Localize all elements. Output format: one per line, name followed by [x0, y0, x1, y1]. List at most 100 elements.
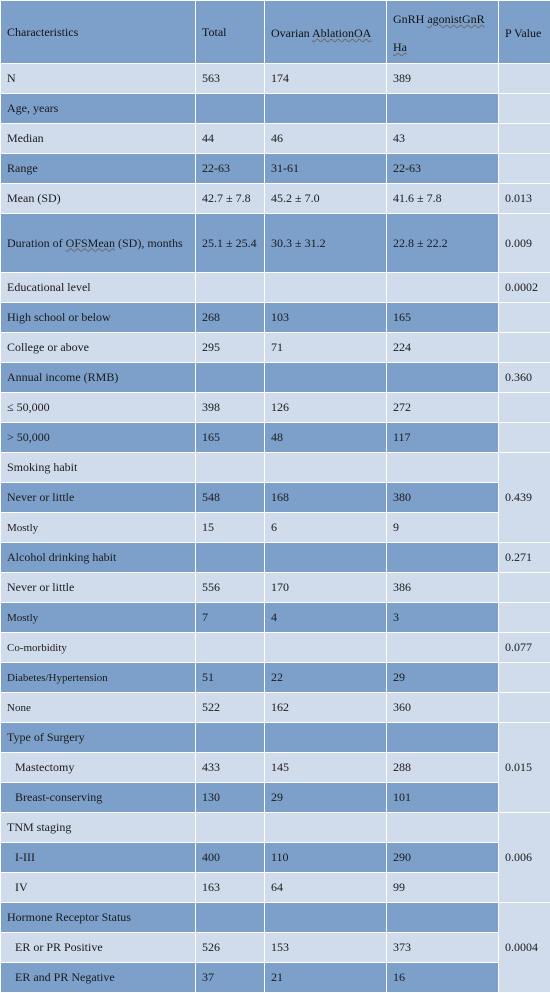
cell-gnrh: 101: [387, 783, 499, 813]
cell-p: [499, 94, 550, 124]
header-gnrh-agonist: GnRH agonistGnRHa: [387, 1, 499, 64]
cell-total: [196, 813, 265, 843]
cell-gnrh: 41.6 ± 7.8: [387, 184, 499, 214]
cell-gnrh: [387, 94, 499, 124]
cell-oa: 21: [265, 963, 387, 993]
cell-total: 398: [196, 393, 265, 423]
cell-p: 0.0002: [499, 273, 550, 303]
table-row: ER or PR Positive 526 153 373: [1, 933, 550, 963]
table-header-row: Characteristics Total Ovarian AblationOA…: [1, 1, 550, 64]
table-row: Annual income (RMB) 0.360: [1, 363, 550, 393]
table-row: TNM staging 0.006: [1, 813, 550, 843]
cell-p: [499, 423, 550, 453]
table-row: Never or little 556 170 386: [1, 573, 550, 603]
row-label: Range: [1, 154, 196, 184]
cell-total: [196, 543, 265, 573]
cell-total: 130: [196, 783, 265, 813]
table-row: ≤ 50,000 398 126 272: [1, 393, 550, 423]
cell-gnrh: 380: [387, 483, 499, 513]
cell-oa: 126: [265, 393, 387, 423]
cell-oa: 103: [265, 303, 387, 333]
header-total: Total: [196, 1, 265, 64]
table-row: None 522 162 360: [1, 693, 550, 723]
table-row: Range 22-63 31-61 22-63: [1, 154, 550, 184]
row-label: N: [1, 64, 196, 94]
cell-total: [196, 633, 265, 663]
table-row: Educational level 0.0002: [1, 273, 550, 303]
row-label: Type of Surgery: [1, 723, 196, 753]
cell-total: 37: [196, 963, 265, 993]
table-row: I-III 400 110 290: [1, 843, 550, 873]
duration-label-b: OFSMean: [66, 236, 115, 250]
cell-oa: 4: [265, 603, 387, 633]
cell-gnrh: 272: [387, 393, 499, 423]
cell-oa: 46: [265, 124, 387, 154]
table-row: Alcohol drinking habit 0.271: [1, 543, 550, 573]
cell-gnrh: 43: [387, 124, 499, 154]
cell-p: [499, 64, 550, 94]
cell-p: 0.0004: [499, 903, 550, 993]
cell-total: 42.7 ± 7.8: [196, 184, 265, 214]
row-label: Mean (SD): [1, 184, 196, 214]
cell-p: 0.013: [499, 184, 550, 214]
cell-oa: 30.3 ± 31.2: [265, 214, 387, 273]
cell-gnrh: 224: [387, 333, 499, 363]
cell-total: 163: [196, 873, 265, 903]
row-label: Annual income (RMB): [1, 363, 196, 393]
cell-gnrh: 373: [387, 933, 499, 963]
cell-oa: [265, 543, 387, 573]
table-row: > 50,000 165 48 117: [1, 423, 550, 453]
row-label: Mostly: [1, 513, 196, 543]
table-row: N 563 174 389: [1, 64, 550, 94]
row-label: TNM staging: [1, 813, 196, 843]
table-row: Mostly 7 4 3: [1, 603, 550, 633]
cell-p: 0.360: [499, 363, 550, 393]
cell-p: 0.077: [499, 633, 550, 663]
cell-p: 0.271: [499, 543, 550, 573]
cell-oa: 145: [265, 753, 387, 783]
cell-oa: 168: [265, 483, 387, 513]
cell-total: [196, 453, 265, 483]
table-row: Duration of OFSMean (SD), months 25.1 ± …: [1, 214, 550, 273]
row-label: Smoking habit: [1, 453, 196, 483]
header-ovarian-ablation: Ovarian AblationOA: [265, 1, 387, 64]
table-row: Mastectomy 433 145 288: [1, 753, 550, 783]
header-gnrh-text: GnRH: [393, 12, 427, 26]
cell-oa: 6: [265, 513, 387, 543]
header-characteristics: Characteristics: [1, 1, 196, 64]
row-label: None: [1, 693, 196, 723]
cell-total: [196, 903, 265, 933]
row-label: > 50,000: [1, 423, 196, 453]
header-ovarian-text: Ovarian: [271, 26, 312, 40]
cell-total: 433: [196, 753, 265, 783]
cell-gnrh: 16: [387, 963, 499, 993]
row-label: ER and PR Negative: [1, 963, 196, 993]
row-label: College or above: [1, 333, 196, 363]
cell-p: [499, 573, 550, 603]
table-row: Diabetes/Hypertension 51 22 29: [1, 663, 550, 693]
cell-gnrh: 22.8 ± 22.2: [387, 214, 499, 273]
cell-oa: 48: [265, 423, 387, 453]
cell-total: [196, 273, 265, 303]
table-row: College or above 295 71 224: [1, 333, 550, 363]
cell-gnrh: 386: [387, 573, 499, 603]
cell-p: [499, 303, 550, 333]
row-label: Mastectomy: [1, 753, 196, 783]
row-label: Diabetes/Hypertension: [1, 663, 196, 693]
cell-gnrh: 99: [387, 873, 499, 903]
row-label: Co-morbidity: [1, 633, 196, 663]
duration-label-c: (SD), months: [115, 236, 183, 250]
table-row: Mostly 15 6 9: [1, 513, 550, 543]
table-row: ER and PR Negative 37 21 16: [1, 963, 550, 993]
row-label: Hormone Receptor Status: [1, 903, 196, 933]
table-row: Type of Surgery 0.015: [1, 723, 550, 753]
cell-oa: [265, 903, 387, 933]
row-label: Mostly: [1, 603, 196, 633]
cell-total: 295: [196, 333, 265, 363]
cell-total: 44: [196, 124, 265, 154]
row-label: Age, years: [1, 94, 196, 124]
cell-gnrh: 117: [387, 423, 499, 453]
cell-gnrh: [387, 453, 499, 483]
cell-gnrh: 3: [387, 603, 499, 633]
